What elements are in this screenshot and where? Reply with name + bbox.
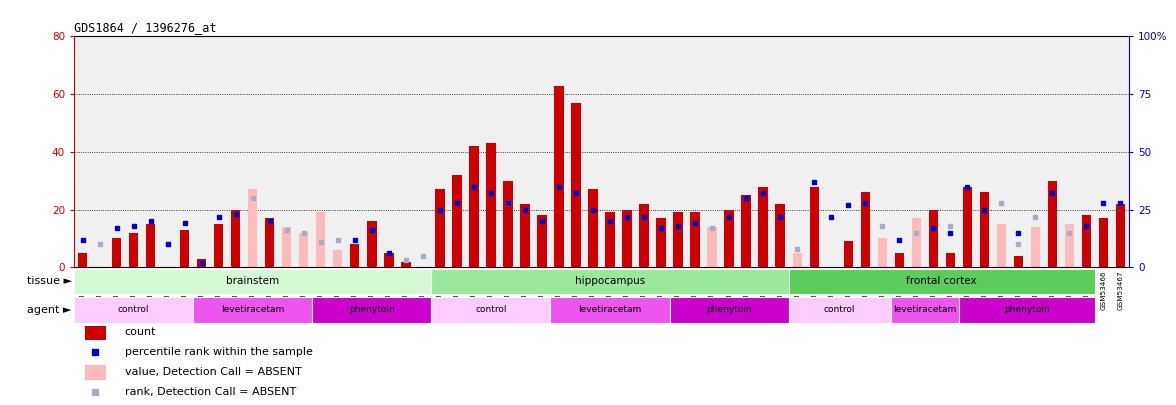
Bar	[861, 192, 870, 267]
Bar	[401, 262, 410, 267]
Text: tissue ►: tissue ►	[27, 277, 72, 286]
Bar	[759, 186, 768, 267]
Bar	[1064, 224, 1074, 267]
Bar	[469, 146, 479, 267]
Bar	[1030, 227, 1040, 267]
Bar	[112, 239, 121, 267]
Bar	[85, 324, 106, 339]
Text: value, Detection Call = ABSENT: value, Detection Call = ABSENT	[125, 367, 301, 377]
Bar	[606, 213, 615, 267]
Text: brainstem: brainstem	[226, 277, 279, 286]
Bar	[230, 210, 240, 267]
Text: phenytoin: phenytoin	[1004, 305, 1050, 314]
Bar	[554, 85, 563, 267]
Bar	[486, 143, 495, 267]
Bar	[520, 204, 529, 267]
Bar	[350, 250, 360, 267]
Bar	[180, 230, 189, 267]
Bar	[877, 239, 887, 267]
Bar	[997, 224, 1005, 267]
Bar	[958, 297, 1095, 322]
Bar	[895, 253, 904, 267]
Bar	[789, 297, 890, 322]
Bar	[385, 253, 394, 267]
Text: frontal cortex: frontal cortex	[907, 277, 977, 286]
Text: levetiracetam: levetiracetam	[221, 305, 285, 314]
Bar	[572, 103, 581, 267]
Bar	[656, 218, 666, 267]
Bar	[367, 221, 376, 267]
Bar	[248, 190, 258, 267]
Text: phenytoin: phenytoin	[707, 305, 751, 314]
Bar	[690, 213, 700, 267]
Bar	[435, 190, 445, 267]
Bar	[622, 210, 632, 267]
Bar	[282, 227, 292, 267]
Bar	[503, 181, 513, 267]
Bar	[741, 195, 750, 267]
Text: phenytoin: phenytoin	[349, 305, 395, 314]
Bar	[146, 224, 155, 267]
Bar	[193, 297, 313, 322]
Bar	[809, 186, 818, 267]
Bar	[669, 297, 789, 322]
Bar	[588, 190, 597, 267]
Bar	[946, 253, 955, 267]
Bar	[775, 204, 784, 267]
Text: levetiracetam: levetiracetam	[579, 305, 642, 314]
Bar	[385, 253, 394, 267]
Text: GDS1864 / 1396276_at: GDS1864 / 1396276_at	[74, 21, 216, 34]
Text: levetiracetam: levetiracetam	[893, 305, 956, 314]
Bar	[793, 253, 802, 267]
Bar	[640, 204, 649, 267]
Bar	[214, 224, 223, 267]
Text: hippocampus: hippocampus	[575, 277, 646, 286]
Bar	[929, 210, 938, 267]
Bar	[789, 269, 1095, 294]
Bar	[537, 215, 547, 267]
Bar	[963, 186, 973, 267]
Bar	[911, 218, 921, 267]
Bar	[78, 253, 87, 267]
Bar	[724, 210, 734, 267]
Text: percentile rank within the sample: percentile rank within the sample	[125, 347, 313, 357]
Bar	[980, 192, 989, 267]
Bar	[890, 297, 958, 322]
Bar	[1098, 218, 1108, 267]
Bar	[198, 259, 206, 267]
Bar	[350, 244, 360, 267]
Text: control: control	[118, 305, 149, 314]
Bar	[708, 227, 717, 267]
Bar	[843, 241, 853, 267]
Bar	[316, 213, 326, 267]
Text: agent ►: agent ►	[27, 305, 72, 315]
Text: count: count	[125, 327, 156, 337]
Bar	[129, 232, 139, 267]
Bar	[453, 175, 462, 267]
Bar	[1014, 256, 1023, 267]
Bar	[265, 218, 274, 267]
Bar	[333, 250, 342, 267]
Text: control: control	[824, 305, 855, 314]
Text: rank, Detection Call = ABSENT: rank, Detection Call = ABSENT	[125, 387, 296, 397]
Bar	[1116, 204, 1125, 267]
Bar	[674, 213, 683, 267]
Text: control: control	[475, 305, 507, 314]
Bar	[78, 256, 87, 267]
Bar	[432, 297, 550, 322]
Bar	[74, 297, 193, 322]
Bar	[85, 365, 106, 380]
Bar	[313, 297, 432, 322]
Bar	[432, 269, 789, 294]
Bar	[299, 232, 308, 267]
Bar	[1048, 181, 1057, 267]
Bar	[1082, 215, 1091, 267]
Bar	[550, 297, 669, 322]
Bar	[74, 269, 432, 294]
